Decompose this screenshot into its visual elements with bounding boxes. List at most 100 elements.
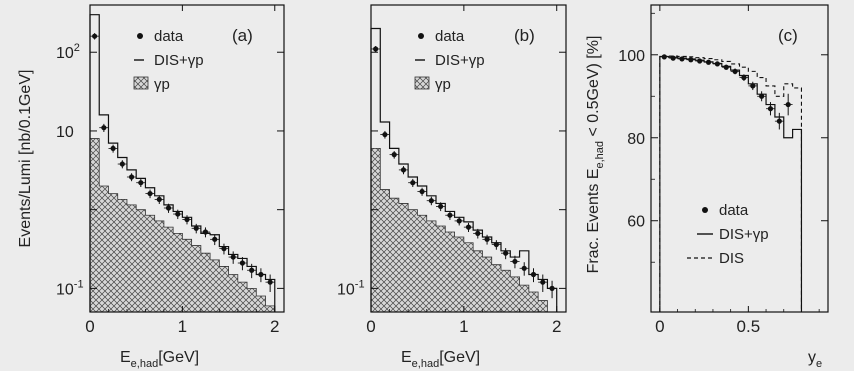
panel-a-data-point [92, 33, 98, 39]
panel-b-data-point [475, 230, 481, 236]
panel-b-data-point [503, 250, 509, 256]
panel-c-data-point [723, 64, 729, 70]
panel-b-data-point [419, 188, 425, 195]
panel-b-x-tick-label: 1 [459, 317, 468, 336]
panel-a-legend-label: data [154, 28, 184, 45]
panel-b-data-point [549, 285, 555, 291]
panel-b-data-point [373, 46, 379, 52]
panel-a-data-point [156, 196, 162, 203]
panel-c-dis-curve [659, 55, 802, 312]
panel-a-data-point [138, 180, 144, 186]
panel-c-legend-marker-data [702, 207, 708, 213]
panel-c-legend-label: DIS+γp [719, 226, 769, 243]
panel-b-data-point [512, 258, 518, 265]
panel-c-y-tick-label: 60 [627, 214, 645, 231]
panel-a-data-point [147, 190, 153, 197]
panel-a-legend-label: DIS+γp [154, 52, 204, 69]
panel-a-legend-marker-hatch [133, 76, 149, 90]
panel-c-y-tick-label: 80 [627, 131, 645, 148]
panel-a-data-point [128, 174, 135, 180]
panel-a-x-tick-label: 2 [270, 317, 279, 336]
panel-a-data-point [193, 225, 199, 231]
panel-c-data-point [661, 54, 667, 60]
panel-c-data-point [688, 57, 694, 63]
panel-a-energy-histogram: 0 1 2 10-1 10 102 Ee,had[GeV] Events/Lumi [nb/0… [17, 4, 285, 370]
panel-c-x-tick-label: 0.5 [737, 317, 761, 336]
panel-a-panel-label: (a) [232, 26, 253, 45]
panel-b-data-point [456, 218, 462, 224]
panel-a-data-point [101, 125, 107, 131]
panel-b-legend-label: data [435, 28, 465, 45]
panel-a-y-tick-label: 102 [56, 42, 80, 62]
panel-b-data-point [447, 212, 453, 218]
panel-a-data-point [212, 236, 218, 242]
panel-b-y-tick-label: 10-1 [337, 278, 365, 298]
panel-a-data-point [258, 271, 264, 278]
panel-b-data-point [391, 152, 397, 158]
panel-a-frame [89, 4, 285, 313]
panel-a-y-tick-label: 10 [56, 124, 74, 141]
panel-b-data-point [438, 203, 444, 210]
panel-b-data-point [428, 198, 434, 204]
panel-b-x-tick-label: 2 [552, 317, 561, 336]
panel-b-frame [370, 4, 567, 313]
panel-a-y-axis-label: Events/Lumi [nb/0.1GeV] [17, 70, 34, 248]
panel-c-data-point [705, 59, 712, 65]
panel-c-y-axis-label: Frac. Events Ee,had < 0.5GeV) [%] [585, 36, 606, 274]
panel-c-data-point [679, 56, 685, 62]
panel-c-data-point [732, 68, 738, 74]
panel-a-legend-label: γp [154, 76, 170, 93]
panel-c-data-point [785, 101, 791, 108]
panel-a-data-point [267, 279, 273, 285]
panel-b-data-point [540, 279, 546, 285]
panel-b-panel-label: (b) [514, 26, 535, 45]
panel-a-data-point [249, 267, 255, 273]
panel-c-panel-label: (c) [778, 26, 798, 45]
panel-c-x-tick-label: 0 [655, 317, 664, 336]
panel-c-data-point [670, 55, 676, 61]
panel-b-legend-label: DIS+γp [435, 52, 485, 69]
panel-b-data-point [493, 241, 499, 248]
panel-c-data-point [776, 118, 782, 124]
panel-c-legend-label: data [719, 202, 749, 219]
panel-a-legend-marker-data [137, 33, 143, 39]
panel-c-data-point [714, 61, 720, 67]
panel-b-gammap-histogram [370, 148, 557, 313]
panel-c-frame [650, 4, 829, 313]
panel-a-data-point [184, 216, 190, 223]
panel-a-x-axis-label: Ee,had[GeV] [120, 349, 199, 370]
panel-a-data-point [202, 229, 209, 235]
panel-b-legend-marker-hatch [414, 76, 430, 90]
panel-a-data-point [165, 205, 172, 211]
panel-a-data-point [239, 260, 246, 266]
panel-a-data-point [110, 145, 116, 152]
panel-c-data-point [759, 93, 765, 99]
panel-c-data-point [697, 58, 703, 64]
panel-b-x-axis-label: Ee,had[GeV] [401, 349, 480, 370]
panel-a-data-point [230, 254, 236, 260]
panel-b-legend-label: γp [435, 76, 451, 93]
panel-c-data-point [741, 75, 747, 81]
panel-c-y-tick-label: 100 [618, 48, 645, 65]
panel-c-data-point [750, 83, 756, 89]
panel-b-data-point [484, 236, 490, 242]
panel-c-fraction-vs-ye: 0 0.5 60 80 100 ye Frac. Events Ee,had < 0.5Ge… [585, 4, 829, 370]
panel-b-data-point [465, 224, 472, 230]
panel-b-x-tick-label: 0 [366, 317, 375, 336]
panel-b-data-point [400, 167, 407, 173]
panel-a-gammap-histogram [89, 138, 276, 313]
panel-a-dis-gammap-histogram [89, 14, 276, 312]
panel-a-x-tick-label: 0 [85, 317, 94, 336]
panel-b-data-point [521, 265, 527, 271]
panel-a-data-point [221, 246, 227, 252]
panel-b-dis-gammap-histogram [370, 27, 558, 312]
panel-b-energy-histogram: 0 1 2 10-1 Ee,had[GeV] (b) data DIS+γp γp [337, 4, 567, 370]
panel-c-x-axis-label: ye [808, 349, 822, 370]
panel-a-data-point [175, 211, 181, 217]
panel-b-data-point [410, 180, 416, 186]
panel-c-dis-gammap-curve [659, 55, 803, 312]
panel-a-y-tick-label: 10-1 [56, 278, 84, 298]
panel-b-data-point [382, 131, 388, 138]
panel-a-x-tick-label: 1 [178, 317, 187, 336]
